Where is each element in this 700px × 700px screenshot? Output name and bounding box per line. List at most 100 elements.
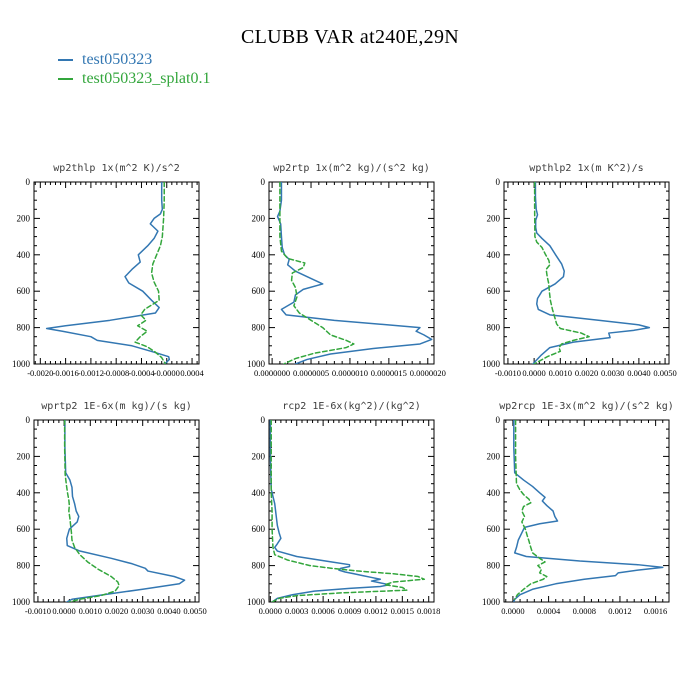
x-tick-label: 0.0050 [653,368,676,378]
x-tick-label: 0.0030 [131,606,154,616]
y-tick-label: 800 [487,323,501,333]
chart-svg-rcp2: rcp2 1E-6x(kg^2)/(kg^2)0.0000 0.0003 0.000… [247,401,440,616]
x-tick-label: 0.0012 [608,606,631,616]
y-tick-label: 600 [487,524,501,534]
x-tick-label: 0.0000 [259,606,282,616]
y-tick-label: 0 [261,415,266,425]
y-tick-label: 600 [487,286,501,296]
series-line-test050323_splat0.1 [513,420,548,601]
legend-label: test050323_splat0.1 [82,69,211,87]
x-tick-label: -0.0000 [154,368,180,378]
chart-panel-wprtp2: wprtp2 1E-6x(m kg)/(s kg) -0.0010 0.0000 0.… [0,390,233,628]
y-tick-label: 800 [17,323,31,333]
x-tick-label: 0.0018 [417,606,440,616]
y-tick-label: 200 [487,451,501,461]
x-tick-label: 0.0020 [105,606,128,616]
plot-frame [503,419,670,603]
plot-frame [33,419,200,603]
x-tick-label: -0.0020 [27,368,53,378]
series-line-test050323 [532,182,651,364]
x-tick-label: 0.0000005 [293,368,329,378]
panel-title: wp2rtp 1x(m^2 kg)/(s^2 kg) [273,163,430,174]
chart-svg-wpthlp2: wpthlp2 1x(m K^2)/s-0.0010 0.0000 0.0010 0.… [482,163,677,378]
x-tick-label: 0.0010 [79,606,102,616]
chart-panel-wp2thlp: wp2thlp 1x(m^2 K)/s^2 -0.0020 -0.0016 -0.00… [0,152,233,390]
y-tick-label: 200 [487,213,501,223]
x-tick-label: 0.0003 [285,606,308,616]
x-tick-label: 0.0000 [522,368,545,378]
x-tick-label: -0.0010 [495,368,521,378]
y-tick-label: 0 [26,415,31,425]
series-line-test050323 [513,420,664,602]
y-tick-label: 400 [487,488,501,498]
panel-title: wp2thlp 1x(m^2 K)/s^2 [53,163,179,174]
y-tick-label: 1000 [12,359,31,369]
y-tick-label: 400 [252,250,266,260]
legend-item-test050323-splat: test050323_splat0.1 [58,69,210,88]
y-tick-label: 200 [17,451,31,461]
legend-line-icon [58,77,73,80]
x-tick-label: 0.0030 [601,368,624,378]
x-tick-label: 0.0006 [311,606,334,616]
series-line-test050323 [64,420,186,602]
chart-panel-wpthlp2: wpthlp2 1x(m K^2)/s -0.0010 0.0000 0.0010 0.… [470,152,700,390]
chart-svg-wp2thlp: wp2thlp 1x(m^2 K)/s^2 -0.0020 -0.0016 -0.00… [12,163,204,378]
x-tick-label: 0.0012 [364,606,387,616]
chart-panel-wp2rtp: wp2rtp 1x(m^2 kg)/(s^2 kg) 0.0000000 0.000… [235,152,468,390]
y-tick-label: 0 [26,177,31,187]
x-tick-label: 0.0020 [575,368,598,378]
y-tick-label: 200 [252,451,266,461]
x-tick-label: -0.0016 [52,368,78,378]
y-tick-label: 1000 [482,359,501,369]
y-tick-label: 800 [487,561,501,571]
y-tick-label: 1000 [247,359,266,369]
y-tick-label: 0 [496,415,501,425]
x-tick-label: 0.0008 [573,606,596,616]
y-tick-label: 600 [17,286,31,296]
y-tick-label: 800 [252,561,266,571]
plot-frame [268,419,435,603]
x-tick-label: -0.0004 [128,368,155,378]
legend-item-test050323: test050323 [58,50,210,69]
y-tick-label: 0 [496,177,501,187]
x-tick-label: 0.0004 [180,368,204,378]
chart-panel-rcp2: rcp2 1E-6x(kg^2)/(kg^2) 0.0000 0.0003 0.000… [235,390,468,628]
y-tick-label: 800 [252,323,266,333]
x-tick-label: 0.0000 [501,606,524,616]
series-line-test050323 [269,420,390,602]
legend: test050323 test050323_splat0.1 [58,50,210,88]
x-tick-label: 0.0040 [157,606,180,616]
page-title: CLUBB VAR at240E,29N [240,26,460,48]
series-line-test050323_splat0.1 [63,420,120,602]
legend-label: test050323 [82,50,153,68]
y-tick-label: 0 [261,177,266,187]
x-tick-label: 0.0004 [537,606,561,616]
y-tick-label: 1000 [12,597,31,607]
panel-title: wprtp2 1E-6x(m kg)/(s kg) [41,401,192,412]
y-tick-label: 200 [17,213,31,223]
series-line-test050323 [45,182,171,364]
series-line-test050323 [276,182,433,364]
y-tick-label: 600 [252,524,266,534]
chart-svg-wp2rtp: wp2rtp 1x(m^2 kg)/(s^2 kg)0.0000000 0.000… [247,163,446,378]
series-line-test050323_splat0.1 [134,182,167,364]
plot-frame [33,181,200,365]
x-tick-label: 0.0040 [627,368,650,378]
x-tick-label: 0.0000020 [410,368,446,378]
x-tick-label: 0.0016 [644,606,667,616]
panel-title: wpthlp2 1x(m K^2)/s [529,163,643,174]
x-tick-label: 0.0000010 [332,368,368,378]
y-tick-label: 200 [252,213,266,223]
x-tick-label: 0.0050 [183,606,206,616]
x-tick-label: 0.0009 [338,606,361,616]
series-line-test050323_splat0.1 [279,182,355,364]
x-tick-label: 0.0000 [52,606,75,616]
legend-line-icon [58,58,73,61]
chart-svg-wprtp2: wprtp2 1E-6x(m kg)/(s kg) -0.0010 0.0000 0.… [12,401,207,616]
chart-panel-wp2rcp: wp2rcp 1E-3x(m^2 kg)/(s^2 kg) 0.0000 0.000… [470,390,700,628]
y-tick-label: 600 [17,524,31,534]
x-tick-label: 0.0010 [549,368,572,378]
y-tick-label: 600 [252,286,266,296]
y-tick-label: 400 [252,488,266,498]
